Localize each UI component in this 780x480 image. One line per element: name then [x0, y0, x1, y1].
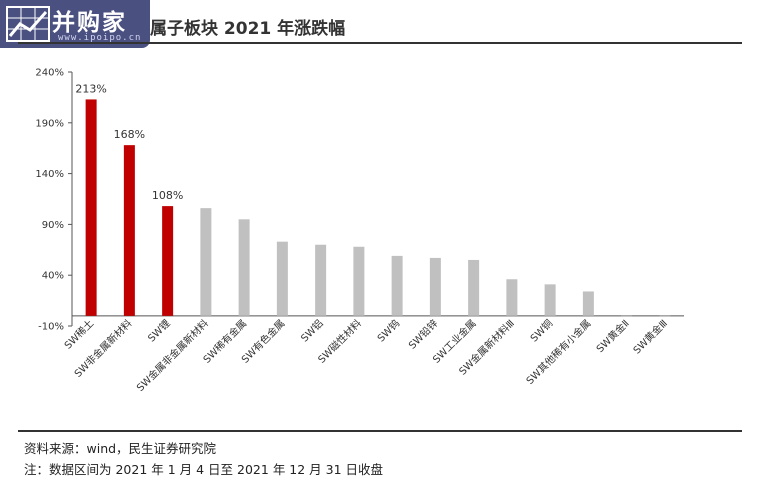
- footnote: 注：数据区间为 2021 年 1 月 4 日至 2021 年 12 月 31 日…: [24, 462, 384, 477]
- x-tick-label: SW钨: [374, 317, 402, 345]
- source-note: 资料来源：wind，民生证券研究院: [24, 441, 217, 456]
- bar: [162, 206, 174, 316]
- bar: [353, 246, 365, 316]
- y-tick-label: 240%: [35, 68, 64, 79]
- bar: [429, 257, 441, 316]
- bar: [468, 259, 480, 316]
- bar: [544, 284, 556, 316]
- y-tick-label: 140%: [35, 169, 64, 180]
- bar: [391, 255, 403, 316]
- logo-url: www.ipoipo.cn: [58, 33, 142, 43]
- y-tick-label: 40%: [42, 271, 64, 282]
- bar-chart: -10%40%90%140%190%240%213%SW稀土168%SW非金属新…: [35, 68, 684, 394]
- top-divider: [18, 42, 742, 44]
- chart-title: 属子板块 2021 年涨跌幅: [150, 19, 346, 39]
- logo-text: 并购家: [52, 10, 127, 36]
- data-label: 168%: [114, 128, 145, 141]
- bar: [506, 279, 518, 316]
- logo-badge: 并购家 www.ipoipo.cn: [0, 0, 150, 48]
- y-tick-label: 90%: [42, 220, 64, 231]
- bottom-divider: [18, 430, 742, 432]
- bar: [238, 219, 250, 316]
- data-label: 213%: [75, 82, 106, 95]
- bar: [276, 241, 288, 316]
- bar: [200, 208, 212, 316]
- x-tick-label: SW黄金Ⅲ: [630, 317, 670, 357]
- bar: [582, 291, 594, 316]
- y-tick-label: -10%: [38, 322, 64, 333]
- bar: [85, 99, 97, 316]
- bar: [621, 315, 633, 317]
- bar: [315, 244, 327, 316]
- bar: [123, 145, 135, 316]
- x-tick-label: SW锂: [146, 317, 173, 344]
- x-tick-label: SW铝: [299, 317, 326, 344]
- x-tick-label: SW铅锌: [406, 317, 441, 352]
- x-tick-label: SW黄金Ⅱ: [593, 317, 631, 355]
- chart-logo-icon: [6, 6, 50, 42]
- data-label: 108%: [152, 189, 183, 202]
- y-tick-label: 190%: [35, 118, 64, 129]
- x-tick-label: SW其他稀有小金属: [523, 317, 593, 387]
- x-tick-label: SW铜: [528, 317, 555, 344]
- x-tick-label: SW稀土: [61, 317, 96, 352]
- x-tick-label: SW金属非金属新材料: [134, 317, 211, 394]
- bar: [659, 315, 671, 317]
